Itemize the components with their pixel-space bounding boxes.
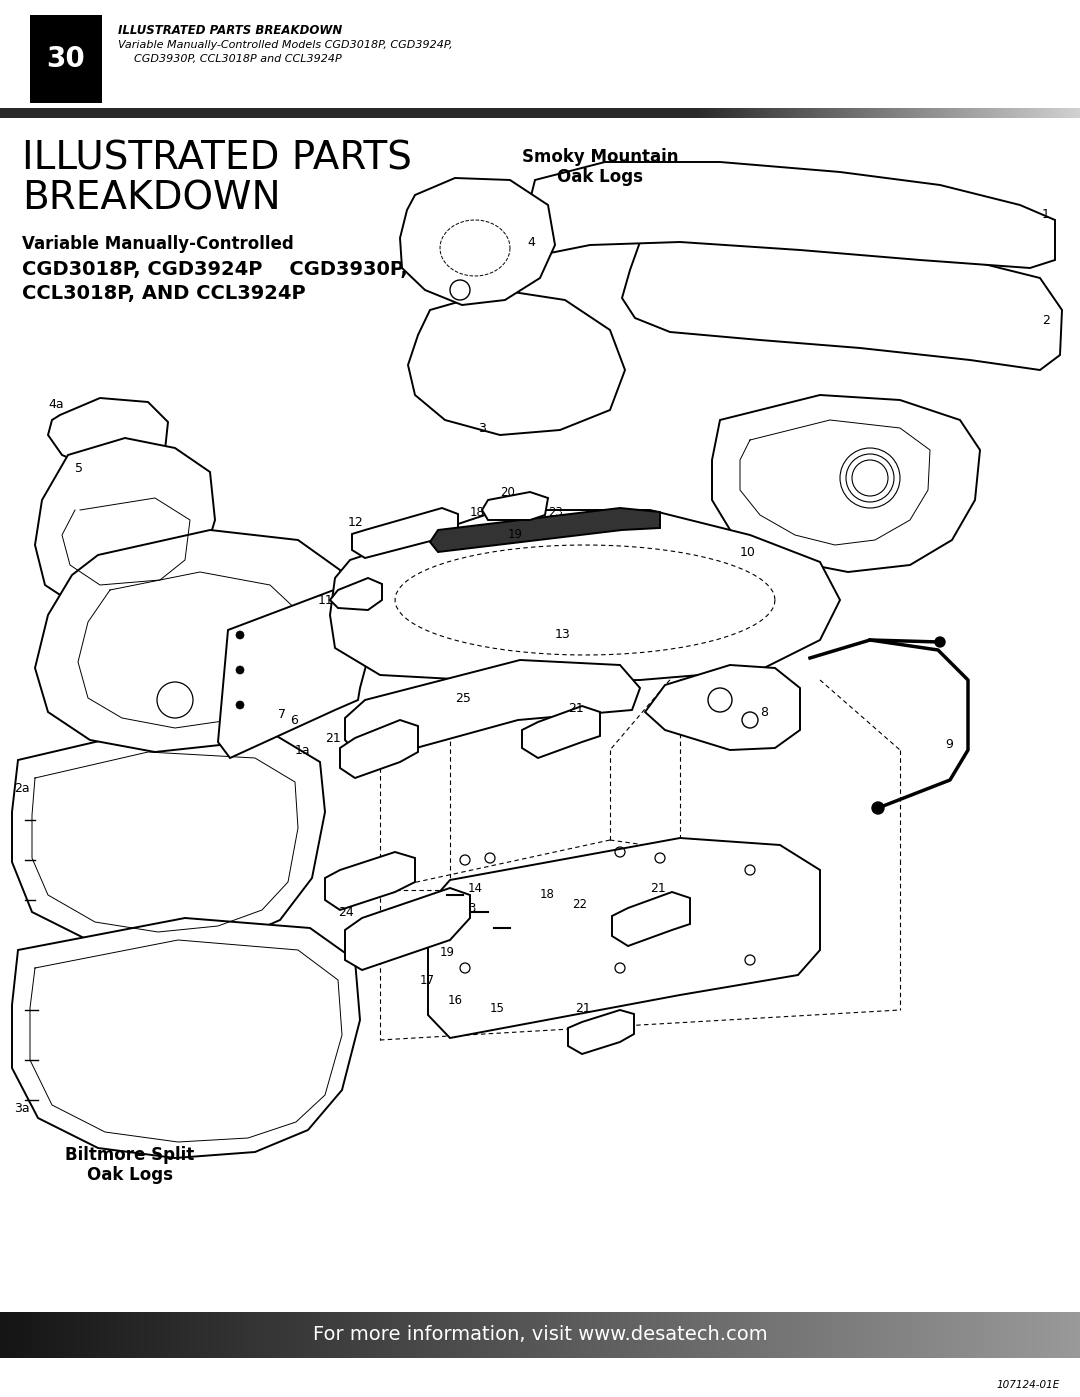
Text: Smoky Mountain: Smoky Mountain — [522, 148, 678, 166]
Text: 22: 22 — [572, 898, 588, 911]
Polygon shape — [330, 578, 382, 610]
Text: 1: 1 — [1042, 208, 1050, 222]
Text: 13: 13 — [555, 629, 570, 641]
Text: 23: 23 — [548, 506, 563, 518]
Text: BREAKDOWN: BREAKDOWN — [22, 180, 281, 218]
Text: 20: 20 — [500, 486, 515, 499]
Circle shape — [935, 637, 945, 647]
Circle shape — [872, 802, 885, 814]
Text: 7: 7 — [278, 708, 286, 721]
Polygon shape — [12, 728, 325, 950]
Bar — [0, 108, 700, 117]
Text: 21: 21 — [325, 732, 341, 745]
Text: 3: 3 — [478, 422, 486, 434]
Text: 14: 14 — [468, 882, 483, 894]
Text: 30: 30 — [46, 45, 85, 73]
Text: For more information, visit www.desatech.com: For more information, visit www.desatech… — [313, 1326, 767, 1344]
Text: 8: 8 — [760, 705, 768, 718]
Bar — [30, 15, 102, 103]
Polygon shape — [218, 583, 395, 759]
Polygon shape — [645, 665, 800, 750]
Polygon shape — [352, 509, 458, 557]
Polygon shape — [35, 439, 215, 615]
Text: 21: 21 — [575, 1002, 591, 1014]
Text: 15: 15 — [490, 1002, 504, 1014]
Polygon shape — [482, 492, 548, 520]
Polygon shape — [48, 398, 168, 469]
Text: CGD3930P, CCL3018P and CCL3924P: CGD3930P, CCL3018P and CCL3924P — [134, 54, 341, 64]
Text: 16: 16 — [448, 993, 463, 1006]
Text: 3: 3 — [468, 901, 475, 915]
Text: 11: 11 — [318, 594, 334, 606]
Polygon shape — [35, 529, 345, 752]
Polygon shape — [345, 659, 640, 761]
Text: 1a: 1a — [295, 743, 311, 757]
Polygon shape — [325, 852, 415, 909]
Text: 24: 24 — [338, 905, 354, 918]
Text: 107124-01E: 107124-01E — [997, 1380, 1059, 1390]
Text: Variable Manually-Controlled: Variable Manually-Controlled — [22, 235, 294, 253]
Text: Oak Logs: Oak Logs — [87, 1166, 173, 1185]
Text: 2: 2 — [1042, 313, 1050, 327]
Text: 6: 6 — [291, 714, 298, 726]
Polygon shape — [428, 838, 820, 1038]
Polygon shape — [712, 395, 980, 571]
Polygon shape — [340, 719, 418, 778]
Polygon shape — [430, 509, 660, 552]
Text: 25: 25 — [455, 692, 471, 704]
Circle shape — [237, 666, 244, 673]
Polygon shape — [568, 1010, 634, 1053]
Polygon shape — [345, 888, 470, 970]
Text: 21: 21 — [650, 882, 665, 894]
Polygon shape — [522, 162, 1055, 268]
Text: 18: 18 — [540, 888, 555, 901]
Circle shape — [237, 701, 244, 710]
Text: Oak Logs: Oak Logs — [557, 168, 643, 186]
Text: ILLUSTRATED PARTS: ILLUSTRATED PARTS — [22, 140, 411, 177]
Text: 4: 4 — [527, 236, 535, 249]
Text: 12: 12 — [348, 515, 364, 528]
Polygon shape — [400, 177, 555, 305]
Polygon shape — [330, 510, 840, 682]
Text: 18: 18 — [470, 506, 485, 518]
Polygon shape — [408, 291, 625, 434]
Text: CCL3018P, AND CCL3924P: CCL3018P, AND CCL3924P — [22, 284, 306, 303]
Text: 21: 21 — [568, 701, 584, 714]
Text: 5: 5 — [75, 461, 83, 475]
Text: CGD3018P, CGD3924P    CGD3930P,: CGD3018P, CGD3924P CGD3930P, — [22, 260, 408, 279]
Text: 9: 9 — [945, 739, 953, 752]
Circle shape — [237, 631, 244, 638]
Text: 4a: 4a — [48, 398, 64, 412]
Text: Variable Manually-Controlled Models CGD3018P, CGD3924P,: Variable Manually-Controlled Models CGD3… — [118, 41, 453, 50]
Text: ILLUSTRATED PARTS BREAKDOWN: ILLUSTRATED PARTS BREAKDOWN — [118, 24, 342, 36]
Text: Biltmore Split: Biltmore Split — [66, 1146, 194, 1164]
Text: 19: 19 — [440, 946, 455, 958]
Text: 3a: 3a — [14, 1101, 29, 1115]
Polygon shape — [622, 231, 1062, 370]
Polygon shape — [522, 705, 600, 759]
Polygon shape — [12, 918, 360, 1158]
Text: 2a: 2a — [14, 781, 29, 795]
Text: 17: 17 — [420, 974, 435, 986]
Text: 10: 10 — [740, 545, 756, 559]
Text: 19: 19 — [508, 528, 523, 542]
Polygon shape — [612, 893, 690, 946]
